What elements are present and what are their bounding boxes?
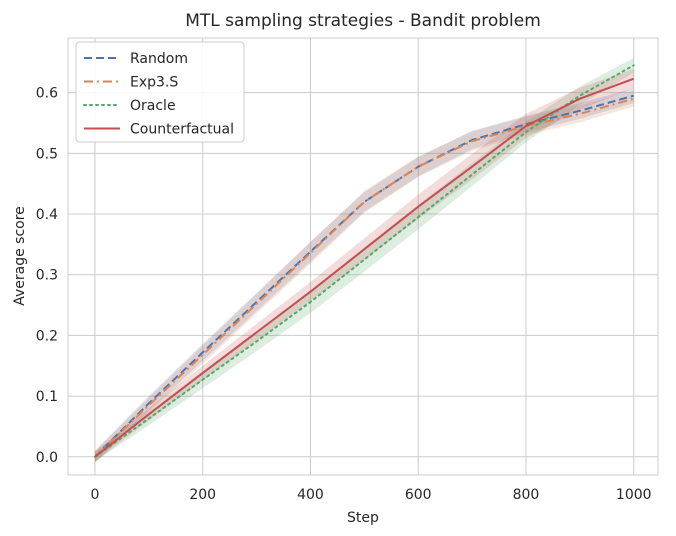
y-tick-label: 0.4 <box>36 207 58 223</box>
x-tick-label: 600 <box>405 487 432 503</box>
legend-box <box>75 41 245 143</box>
x-axis-label: Step <box>347 510 379 526</box>
y-axis-label: Average score <box>12 206 28 306</box>
legend-label-exp3-s: Exp3.S <box>130 75 178 91</box>
x-tick-label: 800 <box>513 487 540 503</box>
legend-label-counterfactual: Counterfactual <box>130 122 234 138</box>
y-tick-label: 0.3 <box>36 268 58 284</box>
series-line-oracle <box>93 64 635 458</box>
legend-label-oracle: Oracle <box>130 98 176 114</box>
x-tick-label: 0 <box>90 487 99 503</box>
y-tick-label: 0.5 <box>36 146 58 162</box>
y-tick-label: 0.6 <box>36 86 58 102</box>
series-lines <box>93 64 635 458</box>
y-tick-label: 0.0 <box>36 450 58 466</box>
series-line-counterfactual <box>94 77 635 458</box>
chart-title: MTL sampling strategies - Bandit problem <box>185 11 541 31</box>
series-line-random <box>94 94 635 458</box>
x-tick-label: 1000 <box>616 487 652 503</box>
x-tick-label: 400 <box>297 487 324 503</box>
y-tick-label: 0.2 <box>36 328 58 344</box>
y-tick-label: 0.1 <box>36 389 58 405</box>
band-counterfactual <box>94 68 634 462</box>
x-tick-label: 200 <box>189 487 216 503</box>
band-oracle <box>94 58 634 462</box>
legend-label-random: Random <box>130 51 188 67</box>
x-axis-ticks: 0 200 400 600 800 1000 <box>90 487 651 503</box>
legend: Random Exp3.S Oracle Counterfactual <box>75 41 245 143</box>
y-axis-ticks: 0.0 0.1 0.2 0.3 0.4 0.5 0.6 <box>36 86 58 466</box>
confidence-bands <box>94 58 634 463</box>
